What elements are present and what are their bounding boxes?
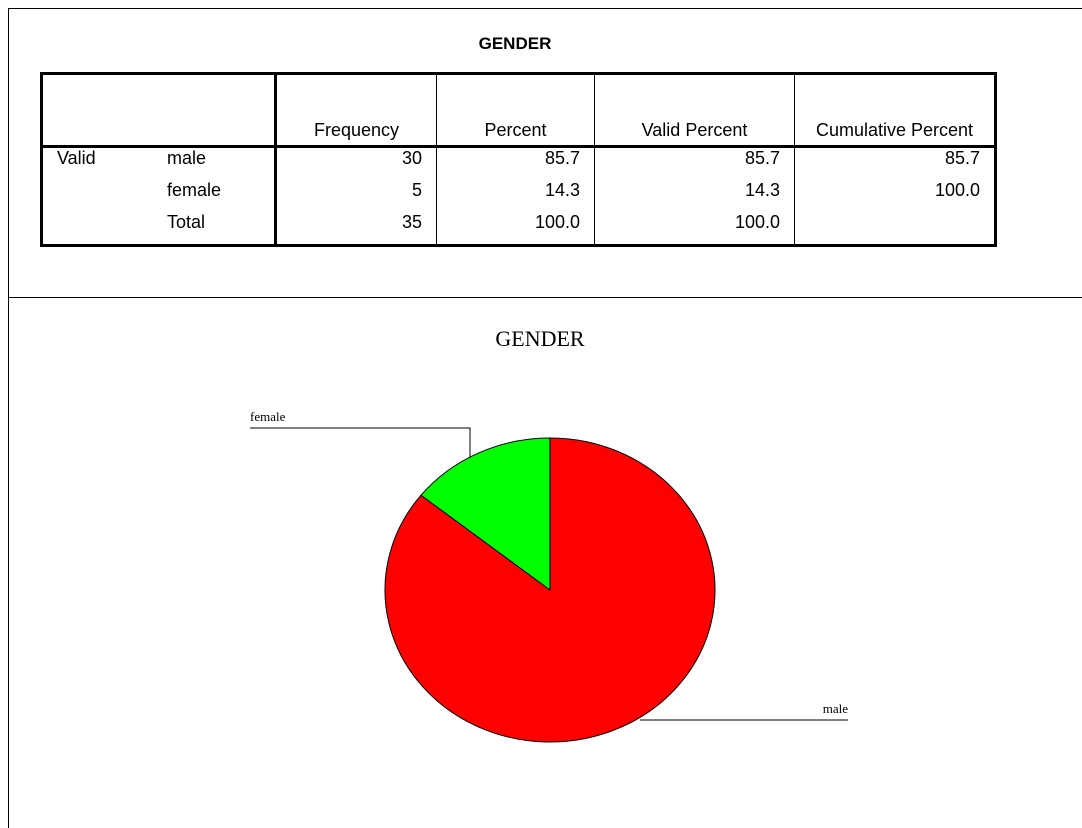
header-cell — [153, 73, 277, 148]
pie — [384, 437, 716, 743]
table-row: Total 35 100.0 100.0 — [42, 212, 996, 246]
table-cell: Total — [153, 212, 277, 246]
table-cell: male — [153, 146, 277, 180]
frequency-table: Frequency Percent Valid Percent Cumulati… — [40, 72, 997, 247]
table-cell: 35 — [275, 212, 437, 246]
chart-title: GENDER — [495, 326, 585, 351]
table-cell: Valid — [57, 148, 96, 168]
table-row: Valid male 30 85.7 85.7 85.7 — [42, 146, 996, 180]
header-cell: Percent — [436, 73, 595, 148]
table-cell: 85.7 — [436, 146, 595, 180]
table-cell: 5 — [275, 180, 437, 212]
table-cell: 14.3 — [594, 180, 795, 212]
table-title: GENDER — [478, 34, 552, 53]
table-cell — [42, 212, 154, 246]
table-cell: female — [153, 180, 277, 212]
table-cell: 14.3 — [436, 180, 595, 212]
header-cell: Valid Percent — [594, 73, 795, 148]
slice-label: female — [250, 409, 286, 424]
table-cell — [794, 212, 996, 246]
pie-slice — [420, 437, 551, 591]
leader-line — [250, 427, 471, 458]
table-row: female 5 14.3 14.3 100.0 — [42, 180, 996, 212]
table-cell: 100.0 — [794, 180, 996, 212]
table-cell: 100.0 — [594, 212, 795, 246]
slice-label: male — [823, 701, 848, 716]
header-cell — [41, 73, 153, 148]
table-cell: 30 — [275, 146, 437, 180]
table-cell — [42, 180, 154, 212]
table-cell: 100.0 — [436, 212, 595, 246]
table-cell: 85.7 — [594, 146, 795, 180]
table-cell: 85.7 — [794, 146, 996, 180]
header-cell: Cumulative Percent — [794, 73, 996, 148]
header-cell: Frequency — [275, 73, 437, 148]
